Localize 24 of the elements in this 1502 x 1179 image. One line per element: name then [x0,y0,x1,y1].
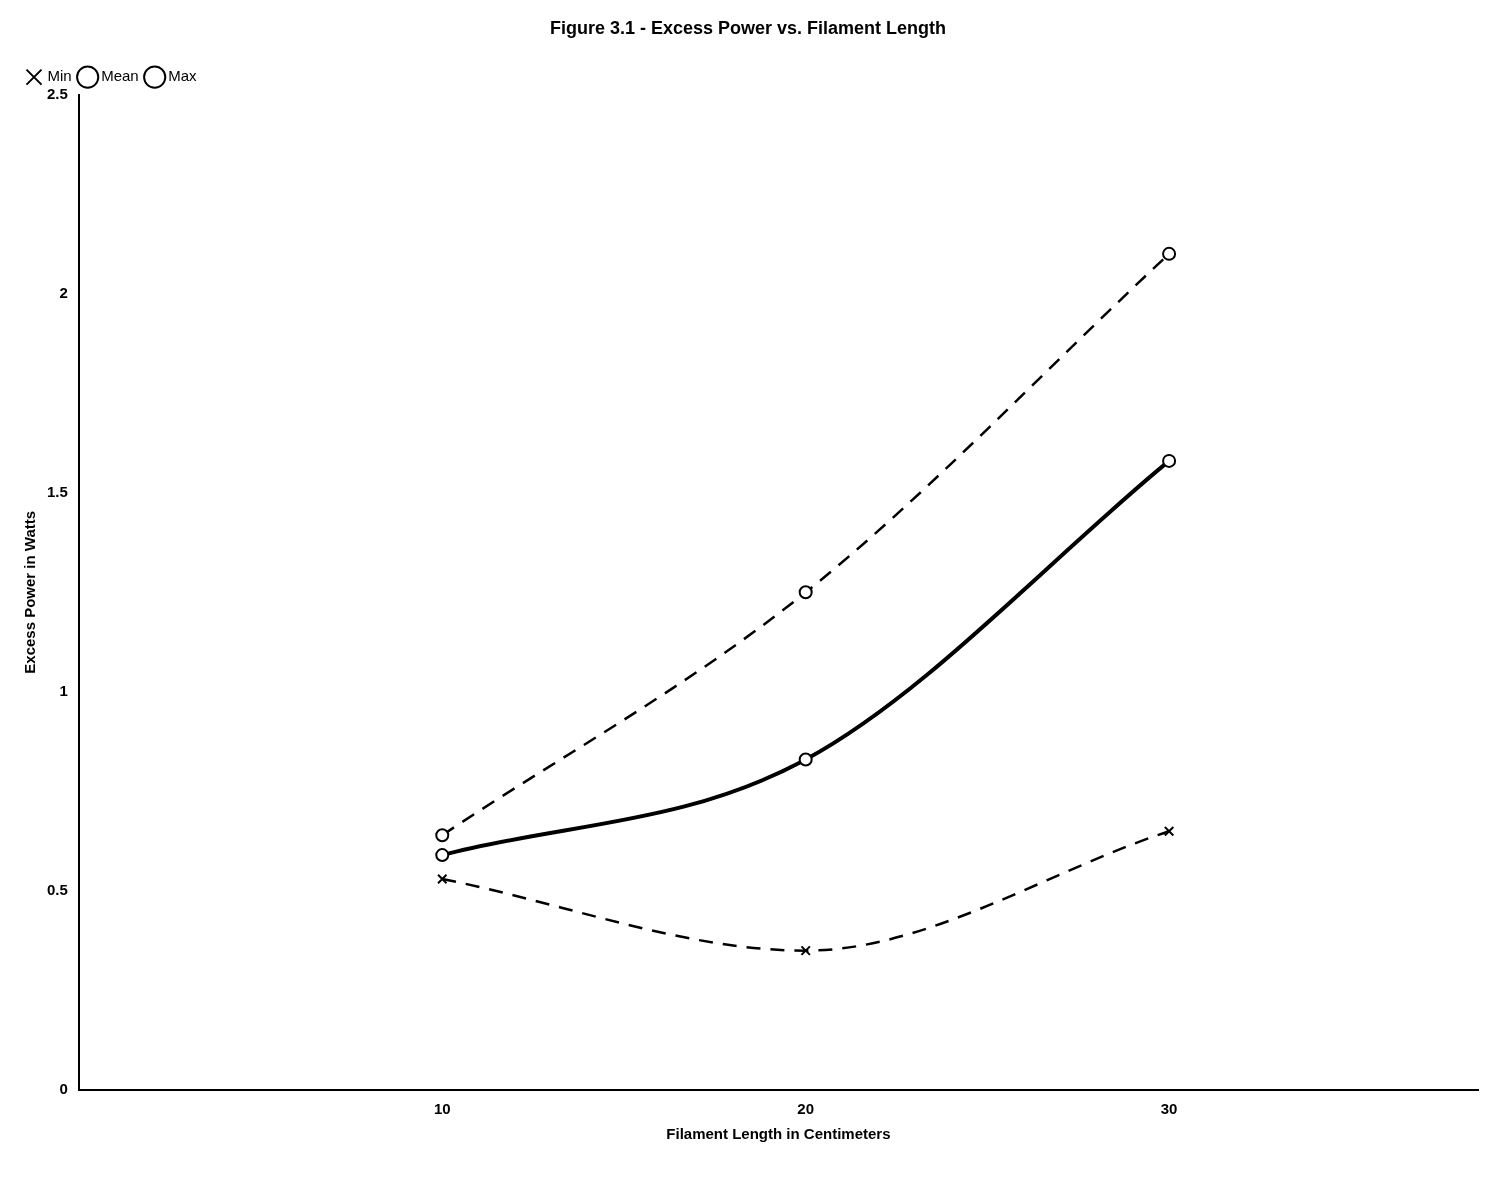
chart-title: Figure 3.1 - Excess Power vs. Filament Length [549,17,947,38]
point [1163,825,1175,837]
x-axis-title: Filament Length in Centimeters [666,1125,891,1143]
point [1162,246,1177,261]
point [798,752,813,767]
point [798,585,813,600]
y-tick-label: 2 [59,283,68,301]
y-tick-label: 1 [59,681,68,699]
point [435,828,450,843]
x-tick-label: 10 [433,1100,451,1118]
point [1162,453,1177,468]
point [437,873,448,885]
y-tick-label: 0 [59,1080,68,1098]
legend-label: Max [168,67,198,85]
legend-label: Min [47,67,72,85]
x-tick-label: 20 [797,1100,815,1118]
legend-label: Mean [101,67,139,85]
y-tick-label: 2.5 [46,84,68,102]
y-tick-label: 1.5 [46,482,68,500]
y-tick-label: 0.5 [46,881,68,899]
y-axis-title: Excess Power in Watts [21,510,39,674]
x-tick-label: 30 [1160,1100,1178,1118]
point [800,945,811,956]
point [435,848,450,863]
